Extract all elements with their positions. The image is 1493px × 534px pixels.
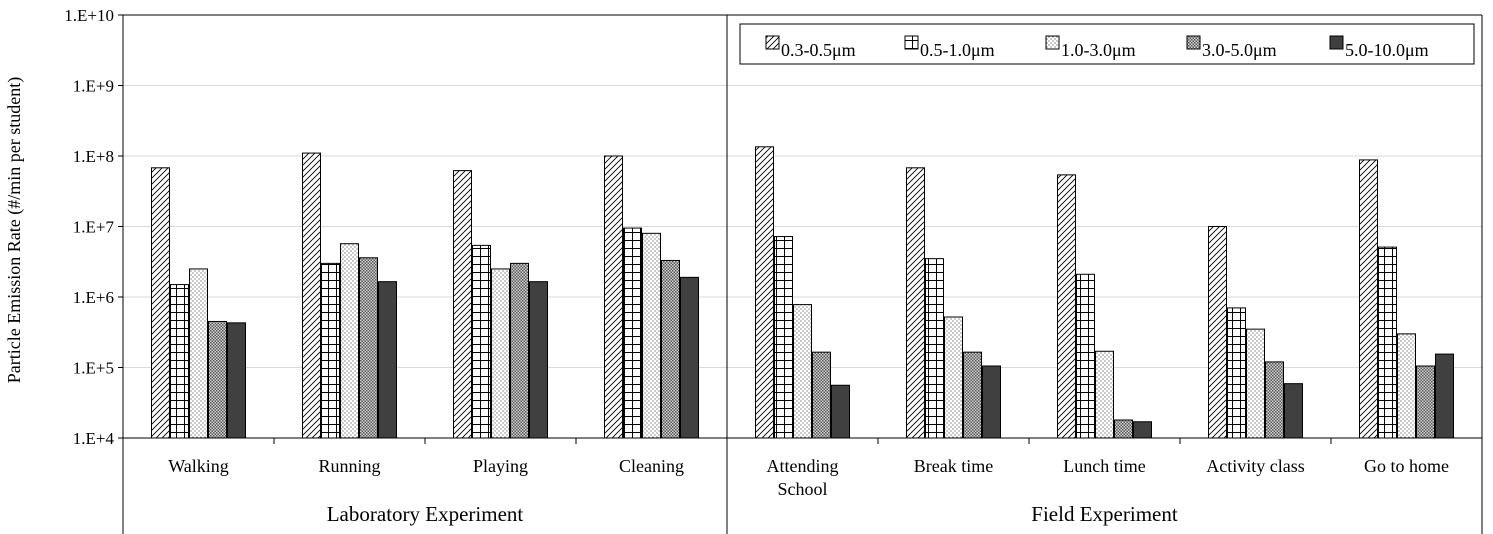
category-label: Activity class — [1206, 456, 1304, 476]
legend-label-3: 1.0-3.0μm — [1061, 40, 1136, 60]
bar-4-3 — [642, 232, 661, 439]
y-tick-label: 1.E+6 — [73, 288, 114, 307]
bar-6-1 — [906, 167, 925, 439]
bar-1-5 — [227, 322, 246, 439]
bar-7-5 — [1133, 421, 1152, 439]
bar-3-4 — [510, 262, 529, 439]
bar-9-1 — [1359, 159, 1378, 439]
y-tick-label: 1.E+5 — [73, 359, 114, 378]
group-label-1: Laboratory Experiment — [327, 502, 524, 526]
category-label: Walking — [168, 456, 229, 476]
bar-8-2 — [1227, 307, 1246, 439]
bar-3-5 — [529, 281, 548, 439]
bar-8-3 — [1246, 328, 1265, 439]
bar-9-5 — [1435, 353, 1454, 439]
bar-1-2 — [170, 284, 189, 439]
y-tick-label: 1.E+7 — [73, 218, 115, 237]
y-tick-label: 1.E+4 — [73, 429, 115, 448]
legend: 0.3-0.5μm 0.5-1.0μm 1.0-3.0μm 3.0-5.0μm 5.0-… — [739, 23, 1475, 65]
bar-5-1 — [755, 146, 774, 439]
bar-4-2 — [623, 227, 642, 439]
bar-6-4 — [963, 351, 982, 439]
bar-7-3 — [1095, 350, 1114, 439]
bar-4-4 — [661, 259, 680, 439]
category-label: Cleaning — [619, 456, 684, 476]
category-label: Go to home — [1364, 456, 1449, 476]
category-label: Playing — [473, 456, 528, 476]
bar-6-5 — [982, 365, 1001, 439]
bar-8-5 — [1284, 383, 1303, 439]
y-tick-labels: 1.E+4 1.E+5 1.E+6 1.E+7 1.E+8 1.E+9 1.E+10 — [64, 6, 114, 448]
bar-2-3 — [340, 243, 359, 439]
bar-3-1 — [453, 170, 472, 439]
y-tick-label: 1.E+9 — [73, 77, 114, 96]
bar-9-3 — [1397, 333, 1416, 439]
bar-2-1 — [302, 152, 321, 439]
bar-1-3 — [189, 268, 208, 439]
bar-6-3 — [944, 316, 963, 439]
bar-9-4 — [1416, 365, 1435, 439]
legend-swatch-2 — [904, 35, 919, 50]
bar-8-4 — [1265, 361, 1284, 439]
bar-5-2 — [774, 236, 793, 439]
bar-8-1 — [1208, 226, 1227, 439]
bar-4-5 — [680, 276, 699, 439]
bar-6-2 — [925, 258, 944, 439]
legend-swatch-3 — [1045, 35, 1060, 50]
y-tick-label: 1.E+10 — [64, 6, 114, 25]
category-labels: Walking Running Playing Cleaning Attending Sc… — [168, 456, 1449, 499]
bar-9-2 — [1378, 246, 1397, 439]
bar-2-4 — [359, 257, 378, 439]
legend-label-4: 3.0-5.0μm — [1202, 40, 1277, 60]
bar-1-1 — [151, 167, 170, 439]
legend-label-2: 0.5-1.0μm — [920, 40, 995, 60]
bar-7-1 — [1057, 174, 1076, 439]
category-label: Running — [318, 456, 380, 476]
bars — [151, 146, 1454, 439]
bar-1-4 — [208, 320, 227, 439]
axes — [118, 14, 1483, 534]
bar-7-4 — [1114, 419, 1133, 439]
legend-label-1: 0.3-0.5μm — [781, 40, 856, 60]
category-label: Attending School — [767, 456, 839, 499]
legend-swatch-4 — [1186, 35, 1201, 50]
group-labels: Laboratory Experiment Field Experiment — [327, 502, 1178, 526]
bar-3-3 — [491, 268, 510, 439]
y-tick-label: 1.E+8 — [73, 147, 114, 166]
bar-5-5 — [831, 384, 850, 439]
bar-7-2 — [1076, 273, 1095, 439]
legend-swatch-1 — [765, 35, 780, 50]
legend-label-5: 5.0-10.0μm — [1345, 40, 1429, 60]
bar-4-1 — [604, 155, 623, 439]
bar-3-2 — [472, 244, 491, 439]
bar-2-2 — [321, 262, 340, 439]
legend-box — [739, 23, 1475, 65]
legend-swatch-5 — [1329, 35, 1344, 50]
category-label: Lunch time — [1063, 456, 1145, 476]
bar-5-3 — [793, 304, 812, 439]
y-axis-label: Particle Emission Rate (#/min per studen… — [4, 77, 25, 383]
category-label: Break time — [914, 456, 993, 476]
group-label-2: Field Experiment — [1031, 502, 1178, 526]
bar-5-4 — [812, 351, 831, 439]
bar-2-5 — [378, 281, 397, 439]
